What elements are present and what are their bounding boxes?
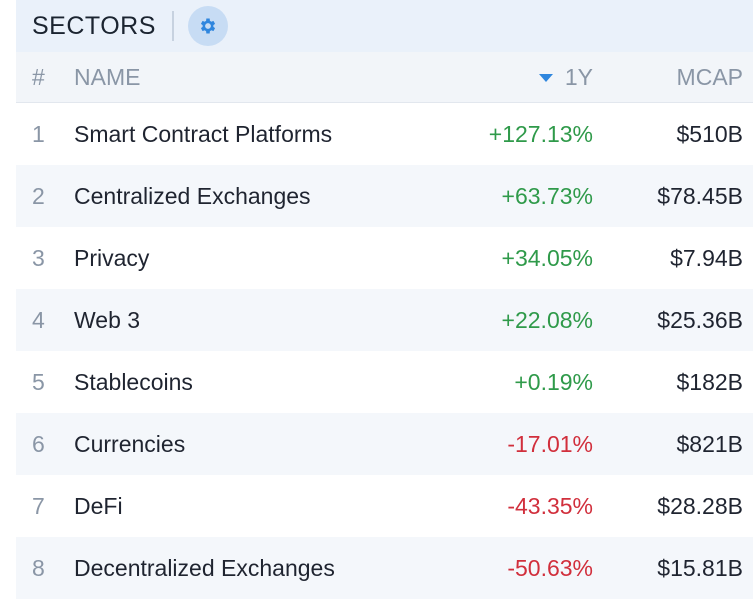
one-year-change: -43.35% bbox=[507, 492, 593, 519]
sort-desc-icon bbox=[538, 74, 553, 82]
market-cap: $15.81B bbox=[657, 554, 743, 581]
sector-name[interactable]: Decentralized Exchanges bbox=[74, 554, 335, 581]
table-row[interactable]: 8 Decentralized Exchanges -50.63% $15.81B bbox=[16, 537, 753, 599]
one-year-change: +34.05% bbox=[501, 244, 593, 271]
column-1y-label: 1Y bbox=[564, 63, 593, 90]
table-row[interactable]: 4 Web 3 +22.08% $25.36B bbox=[16, 289, 753, 351]
one-year-change: +0.19% bbox=[514, 368, 593, 395]
row-rank: 6 bbox=[32, 430, 45, 457]
table-row[interactable]: 6 Currencies -17.01% $821B bbox=[16, 413, 753, 475]
header-divider bbox=[171, 11, 174, 41]
sector-name[interactable]: Centralized Exchanges bbox=[74, 182, 311, 209]
row-rank: 1 bbox=[32, 120, 45, 147]
settings-button[interactable] bbox=[187, 6, 228, 46]
gear-icon bbox=[200, 18, 215, 34]
row-rank: 3 bbox=[32, 244, 45, 271]
market-cap: $510B bbox=[676, 120, 743, 147]
row-rank: 2 bbox=[32, 182, 45, 209]
column-mcap-header[interactable]: MCAP bbox=[676, 63, 743, 90]
row-rank: 4 bbox=[32, 306, 45, 333]
market-cap: $28.28B bbox=[657, 492, 743, 519]
sectors-panel: SECTORS # NAME 1Y MCAP 1 Smart Contract P… bbox=[16, 0, 753, 599]
panel-title: SECTORS bbox=[32, 11, 156, 40]
one-year-change: +63.73% bbox=[501, 182, 593, 209]
column-rank-header: # bbox=[32, 63, 45, 90]
row-rank: 8 bbox=[32, 554, 45, 581]
market-cap: $25.36B bbox=[657, 306, 743, 333]
sector-name[interactable]: Web 3 bbox=[74, 306, 141, 333]
market-cap: $7.94B bbox=[670, 244, 743, 271]
market-cap: $78.45B bbox=[657, 182, 743, 209]
table-row[interactable]: 2 Centralized Exchanges +63.73% $78.45B bbox=[16, 165, 753, 227]
sector-name[interactable]: Currencies bbox=[74, 430, 186, 457]
table-row[interactable]: 3 Privacy +34.05% $7.94B bbox=[16, 227, 753, 289]
one-year-change: +22.08% bbox=[501, 306, 593, 333]
row-rank: 5 bbox=[32, 368, 45, 395]
one-year-change: -50.63% bbox=[507, 554, 593, 581]
market-cap: $182B bbox=[676, 368, 743, 395]
sectors-header: SECTORS bbox=[16, 0, 753, 53]
one-year-change: -17.01% bbox=[507, 430, 593, 457]
column-1y-header[interactable]: 1Y bbox=[538, 63, 593, 91]
row-rank: 7 bbox=[32, 492, 45, 519]
table-header: # NAME 1Y MCAP bbox=[16, 52, 753, 103]
sector-name[interactable]: DeFi bbox=[74, 492, 123, 519]
table-row[interactable]: 7 DeFi -43.35% $28.28B bbox=[16, 475, 753, 537]
one-year-change: +127.13% bbox=[488, 120, 593, 147]
sector-name[interactable]: Stablecoins bbox=[74, 368, 193, 395]
sector-name[interactable]: Smart Contract Platforms bbox=[74, 120, 333, 147]
market-cap: $821B bbox=[676, 430, 743, 457]
sector-name[interactable]: Privacy bbox=[74, 244, 150, 271]
table-row[interactable]: 5 Stablecoins +0.19% $182B bbox=[16, 351, 753, 413]
sector-list: 1 Smart Contract Platforms +127.13% $510B 2 C… bbox=[16, 103, 753, 599]
column-name-header[interactable]: NAME bbox=[74, 63, 141, 90]
table-row[interactable]: 1 Smart Contract Platforms +127.13% $510B bbox=[16, 103, 753, 165]
